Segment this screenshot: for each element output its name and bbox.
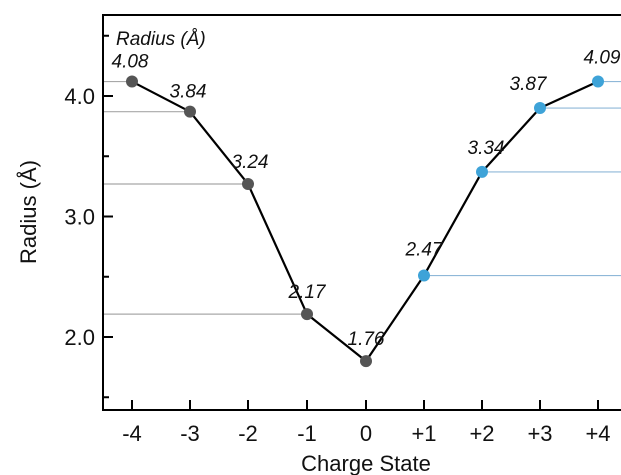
x-tick-label: +1 bbox=[411, 421, 436, 446]
y-axis-title: Radius (Å) bbox=[16, 160, 41, 264]
data-label: 1.76 bbox=[348, 329, 385, 350]
y-tick-label: 2.0 bbox=[64, 325, 95, 350]
data-points bbox=[126, 75, 604, 368]
x-tick-label: +4 bbox=[585, 421, 610, 446]
data-point bbox=[592, 75, 604, 88]
x-tick-label: 0 bbox=[360, 421, 372, 446]
data-label: 3.84 bbox=[170, 82, 207, 103]
data-label: 4.08 bbox=[112, 52, 149, 73]
data-label: 2.47 bbox=[405, 240, 444, 261]
data-point bbox=[184, 105, 196, 118]
plot-frame bbox=[102, 14, 621, 411]
data-point bbox=[301, 308, 313, 321]
data-point bbox=[360, 355, 372, 368]
x-tick-label: -4 bbox=[122, 421, 142, 446]
y-ticks: 2.0 3.0 4.0 bbox=[64, 34, 113, 399]
x-axis-title: Charge State bbox=[301, 451, 431, 475]
series-path bbox=[131, 80, 599, 363]
data-point bbox=[126, 75, 138, 88]
data-point bbox=[534, 102, 546, 115]
x-tick-label: +2 bbox=[469, 421, 494, 446]
series-line bbox=[131, 80, 599, 363]
y-tick-label: 3.0 bbox=[64, 205, 95, 230]
data-label: 3.34 bbox=[468, 138, 505, 159]
data-label: 2.17 bbox=[288, 282, 327, 303]
x-tick-label: -1 bbox=[297, 421, 317, 446]
x-tick-label: -3 bbox=[180, 421, 200, 446]
data-point bbox=[418, 269, 430, 282]
data-point bbox=[242, 177, 254, 190]
x-tick-label: -2 bbox=[238, 421, 258, 446]
data-labels: 4.08 3.84 3.24 2.17 1.76 2.47 3.34 3.87 4.09 bbox=[112, 48, 621, 351]
x-tick-label: +3 bbox=[527, 421, 552, 446]
data-point bbox=[476, 165, 488, 178]
data-label: 4.09 bbox=[584, 48, 621, 69]
legend-annotation: Radius (Å) bbox=[116, 29, 206, 50]
data-label: 3.24 bbox=[232, 152, 269, 173]
y-tick-label: 4.0 bbox=[64, 84, 95, 109]
guide-lines bbox=[103, 80, 621, 315]
x-ticks: -4 -3 -2 -1 0 +1 +2 +3 +4 bbox=[122, 400, 611, 446]
data-label: 3.87 bbox=[510, 74, 548, 95]
